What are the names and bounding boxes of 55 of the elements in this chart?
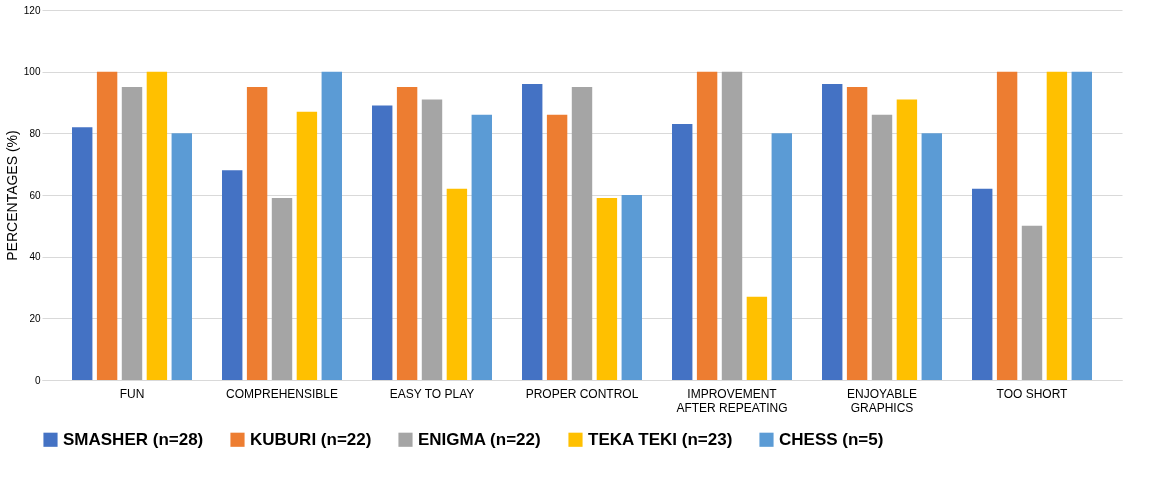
x-tick-label: EASY TO PLAY bbox=[389, 386, 475, 401]
y-tick-label: 20 bbox=[29, 312, 41, 324]
bar bbox=[171, 133, 192, 380]
bar bbox=[246, 87, 268, 380]
bar bbox=[271, 198, 293, 380]
bar bbox=[446, 188, 468, 380]
bar bbox=[696, 71, 718, 380]
legend-label: KUBURI (n=22) bbox=[250, 429, 372, 449]
bar bbox=[121, 87, 143, 380]
y-tick-label: 0 bbox=[34, 374, 41, 386]
bar bbox=[746, 296, 768, 380]
bar bbox=[596, 198, 618, 380]
bar bbox=[396, 87, 418, 380]
bar bbox=[1046, 71, 1068, 380]
x-tick-label: COMPREHENSIBLE bbox=[225, 386, 339, 401]
x-tick-label: ENJOYABLE GRAPHICS bbox=[847, 386, 917, 415]
bar bbox=[771, 133, 792, 380]
bar bbox=[996, 71, 1018, 380]
legend-label: CHESS (n=5) bbox=[779, 429, 884, 449]
bar bbox=[846, 87, 868, 380]
y-tick-label: 80 bbox=[29, 127, 41, 139]
bar bbox=[471, 114, 492, 380]
y-tick-label: 40 bbox=[29, 251, 41, 263]
bar bbox=[146, 71, 168, 380]
bar bbox=[296, 111, 318, 380]
legend-label: TEKA TEKI (n=23) bbox=[588, 429, 733, 449]
bar bbox=[522, 84, 543, 380]
bar bbox=[421, 99, 443, 380]
bar bbox=[871, 114, 893, 380]
bar bbox=[222, 170, 243, 380]
bar bbox=[1071, 71, 1092, 380]
bar bbox=[822, 84, 843, 380]
y-tick-label: 100 bbox=[23, 66, 41, 78]
bar bbox=[546, 114, 568, 380]
x-tick-label: FUN bbox=[119, 386, 145, 401]
bar bbox=[571, 87, 593, 380]
bar bbox=[672, 124, 693, 380]
bar bbox=[721, 71, 743, 380]
bar bbox=[896, 99, 918, 380]
bar bbox=[621, 195, 642, 380]
x-tick-label: IMPROVEMENT AFTER REPEATING bbox=[676, 386, 788, 415]
bar bbox=[72, 127, 93, 380]
bar bbox=[1021, 225, 1043, 380]
bar bbox=[372, 105, 393, 380]
y-tick-label: 60 bbox=[29, 189, 41, 201]
y-axis-title: PERCENTAGES (%) bbox=[3, 130, 20, 261]
bar bbox=[972, 188, 993, 380]
y-tick-label: 120 bbox=[23, 4, 41, 16]
x-tick-label: TOO SHORT bbox=[996, 386, 1069, 401]
bar bbox=[921, 133, 942, 380]
x-tick-label: PROPER CONTROL bbox=[525, 386, 639, 401]
bar bbox=[321, 71, 342, 380]
legend-label: ENIGMA (n=22) bbox=[418, 429, 541, 449]
bar bbox=[96, 71, 118, 380]
legend-label: SMASHER (n=28) bbox=[63, 429, 204, 449]
